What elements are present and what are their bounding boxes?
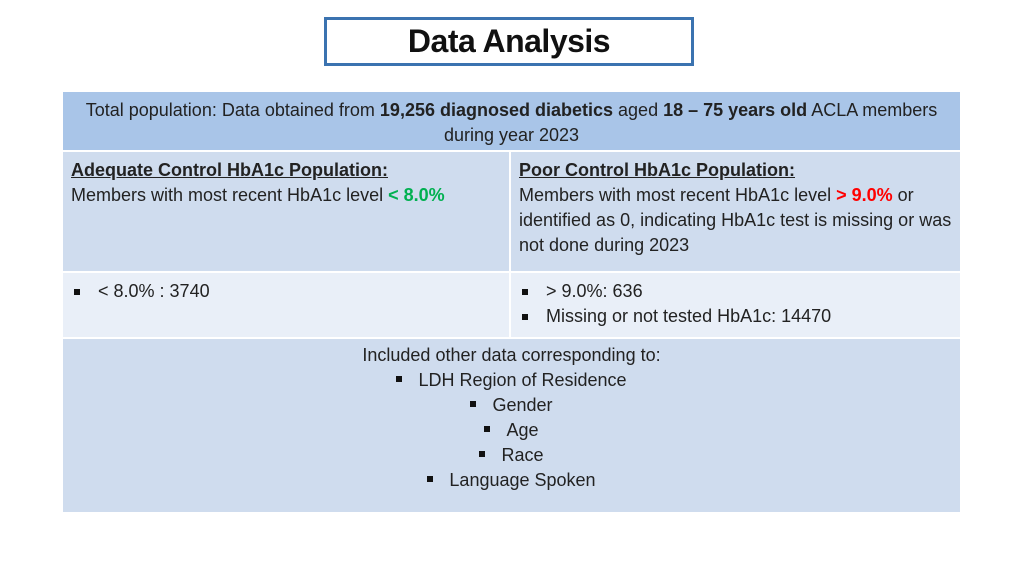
poor-threshold: > 9.0%	[836, 185, 893, 205]
missing-count: Missing or not tested HbA1c: 14470	[546, 306, 832, 326]
adequate-desc-text: Members with most recent HbA1c level	[71, 185, 389, 205]
page-title: Data Analysis	[407, 23, 611, 59]
header-text-2: aged	[613, 100, 664, 120]
header-diabetics-count: 19,256 diagnosed diabetics	[379, 100, 614, 120]
other-item-language: Language Spoken	[449, 470, 596, 490]
square-bullet-icon	[74, 288, 80, 295]
other-item-race: Race	[501, 445, 544, 465]
header-text-3: ACLA members during year 2023	[443, 100, 938, 145]
square-bullet-icon	[427, 476, 434, 483]
square-bullet-icon	[470, 401, 477, 408]
list-item: LDH Region of Residence	[63, 368, 960, 393]
data-table: Total population: Data obtained from 19,…	[63, 92, 960, 512]
adequate-control-cell: Adequate Control HbA1c Population: Membe…	[63, 152, 511, 271]
list-item: > 9.0%: 636	[519, 279, 952, 304]
header-text-1: Total population: Data obtained from	[85, 100, 380, 120]
adequate-threshold: < 8.0%	[388, 185, 445, 205]
list-item: Missing or not tested HbA1c: 14470	[519, 304, 952, 329]
square-bullet-icon	[479, 451, 486, 458]
adequate-count: < 8.0% : 3740	[98, 281, 210, 301]
square-bullet-icon	[522, 288, 528, 295]
list-item: Age	[63, 418, 960, 443]
list-item: Gender	[63, 393, 960, 418]
other-item-region: LDH Region of Residence	[418, 370, 627, 390]
population-count-row: < 8.0% : 3740 > 9.0%: 636 Missing or not…	[63, 273, 960, 339]
other-data-intro: Included other data corresponding to:	[362, 345, 661, 365]
poor-count-cell: > 9.0%: 636 Missing or not tested HbA1c:…	[511, 273, 960, 337]
population-header-row: Total population: Data obtained from 19,…	[63, 92, 960, 152]
poor-control-desc: Members with most recent HbA1c level > 9…	[519, 183, 952, 258]
adequate-control-heading: Adequate Control HbA1c Population:	[71, 160, 388, 180]
square-bullet-icon	[396, 376, 403, 383]
poor-control-heading: Poor Control HbA1c Population:	[519, 160, 795, 180]
poor-desc-text-after: or identified as 0, indicating HbA1c tes…	[519, 185, 952, 255]
list-item: Language Spoken	[63, 468, 960, 493]
adequate-count-cell: < 8.0% : 3740	[63, 273, 511, 337]
other-data-row: Included other data corresponding to: LD…	[63, 339, 960, 512]
square-bullet-icon	[522, 313, 528, 320]
list-item: < 8.0% : 3740	[71, 279, 501, 304]
square-bullet-icon	[484, 426, 491, 433]
poor-count: > 9.0%: 636	[546, 281, 643, 301]
other-item-age: Age	[506, 420, 539, 440]
poor-desc-text: Members with most recent HbA1c level	[519, 185, 837, 205]
list-item: Race	[63, 443, 960, 468]
adequate-control-desc: Members with most recent HbA1c level < 8…	[71, 183, 501, 208]
header-age-range: 18 – 75 years old	[663, 100, 808, 120]
poor-control-cell: Poor Control HbA1c Population: Members w…	[511, 152, 960, 271]
other-item-gender: Gender	[492, 395, 553, 415]
title-box: Data Analysis	[324, 17, 694, 66]
population-definition-row: Adequate Control HbA1c Population: Membe…	[63, 152, 960, 273]
